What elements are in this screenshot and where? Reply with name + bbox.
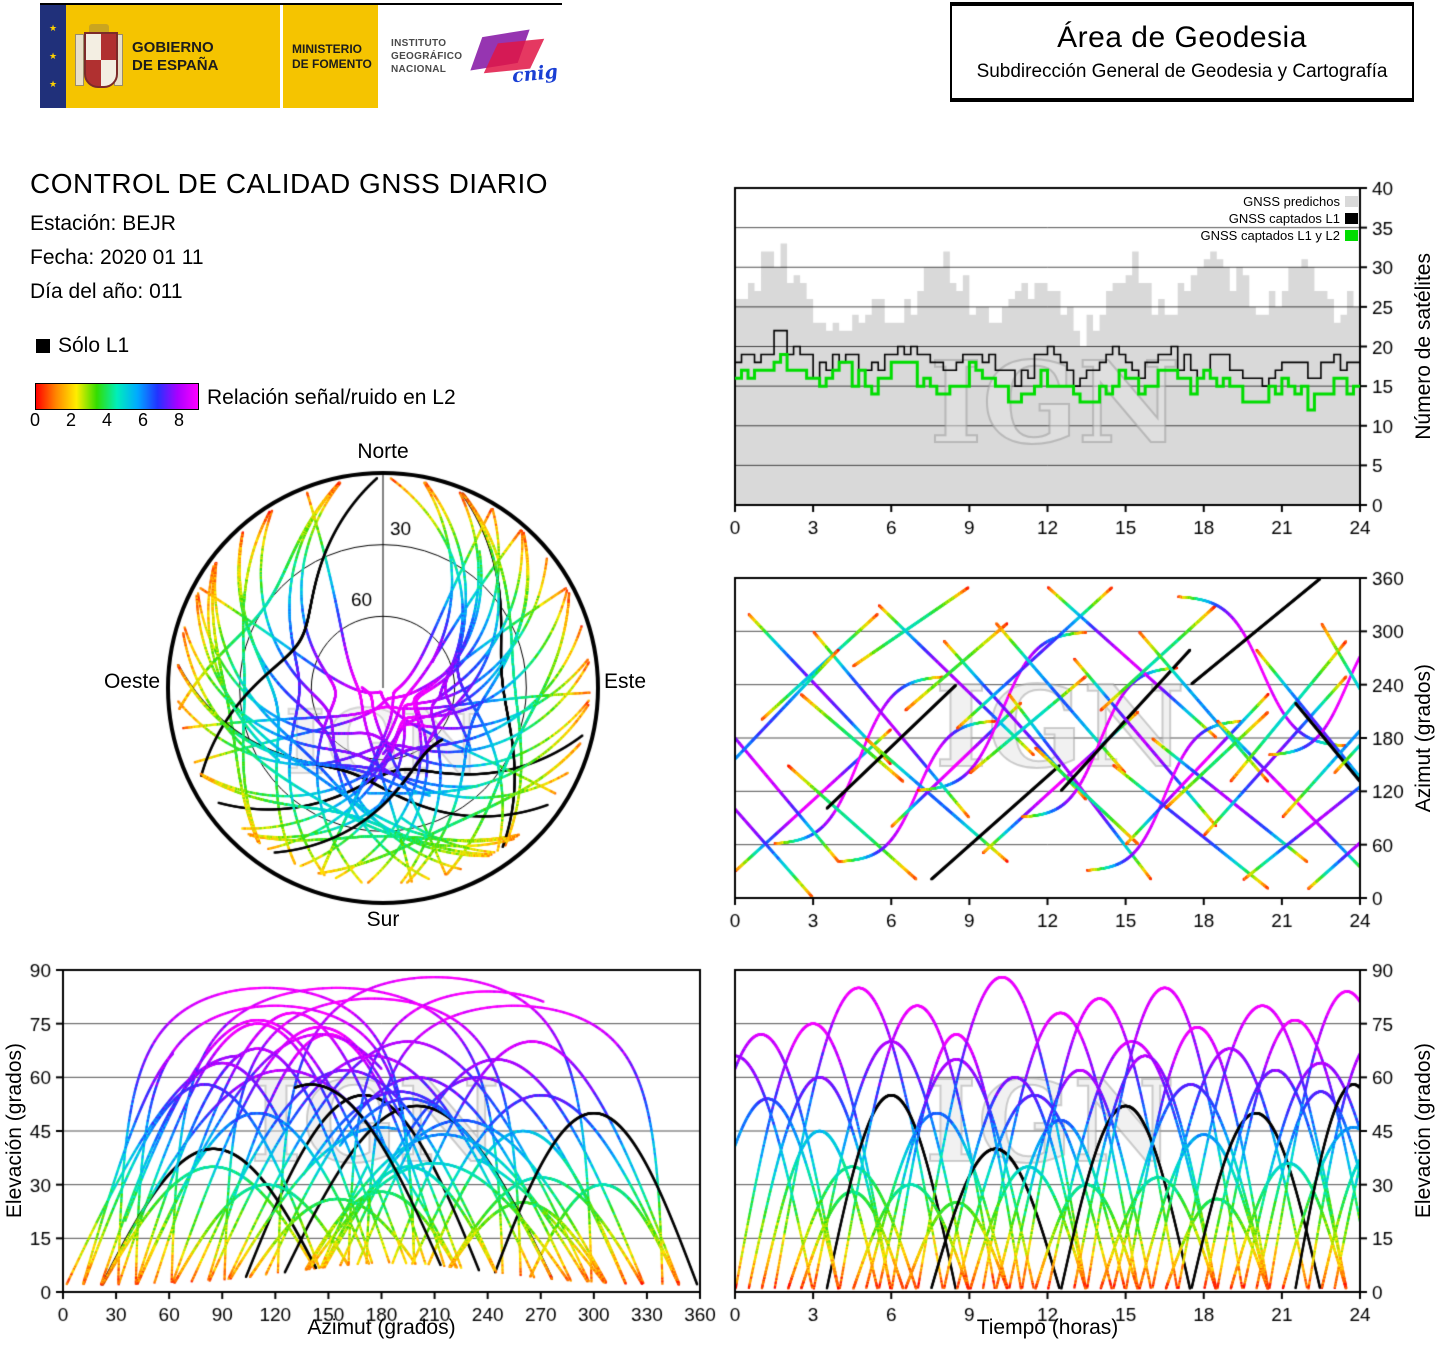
y-axis-title-satellite-count: Número de satélites xyxy=(1412,253,1435,440)
y-axis-title-azimuth: Azimut (grados) xyxy=(1412,663,1435,813)
colorbar-tick-label: 2 xyxy=(65,410,77,430)
azimuth-vs-time-chart xyxy=(720,565,1445,945)
star-icon: ★ xyxy=(48,78,58,89)
legend-swatch xyxy=(1345,196,1358,207)
legend-item: GNSS captados L1 y L2 xyxy=(1150,227,1358,244)
colorbar-tick-label: 6 xyxy=(137,410,149,430)
x-axis-title-tiempo: Tiempo (horas) xyxy=(976,1316,1119,1339)
date-label: Fecha: 2020 01 11 xyxy=(30,246,204,269)
colorbar-tick-label: 4 xyxy=(101,410,113,430)
elevation-vs-azimuth-chart xyxy=(0,957,720,1342)
l1-only-label: Sólo L1 xyxy=(58,334,130,357)
legend-swatch xyxy=(1345,230,1358,241)
cnig-logo: cnig xyxy=(470,25,559,89)
elevation-vs-time-chart xyxy=(720,957,1445,1342)
cardinal-north-label: Norte xyxy=(357,440,409,463)
snr-colorbar-label: Relación señal/ruido en L2 xyxy=(207,386,456,409)
cardinal-west-label: Oeste xyxy=(103,670,160,693)
ign-logo-block: INSTITUTO GEOGRÁFICO NACIONAL cnig xyxy=(381,5,562,108)
gobierno-espana-label: GOBIERNO DE ESPAÑA xyxy=(132,38,219,74)
area-subtitle: Subdirección General de Geodesia y Carto… xyxy=(976,61,1388,82)
area-geodesia-header: Área de Geodesia Subdirección General de… xyxy=(950,2,1414,102)
eu-stars-bar: ★ ★ ★ xyxy=(40,5,66,108)
cardinal-south-label: Sur xyxy=(366,908,400,931)
satellite-count-legend: GNSS predichos GNSS captados L1 GNSS capta… xyxy=(1150,193,1358,244)
gobierno-espana-logo: ★ ★ ★ GOBIERNO DE ESPAÑA xyxy=(40,5,280,108)
page-title: CONTROL DE CALIDAD GNSS DIARIO xyxy=(30,168,549,199)
colorbar-tick-label: 8 xyxy=(173,410,185,430)
ministerio-fomento-label: MINISTERIO DE FOMENTO xyxy=(283,5,378,108)
area-title: Área de Geodesia xyxy=(1057,21,1307,54)
legend-item: GNSS captados L1 xyxy=(1150,210,1358,227)
skyplot-chart xyxy=(130,440,640,940)
legend-swatch xyxy=(1345,213,1358,224)
snr-colorbar xyxy=(35,383,199,410)
y-axis-title-elevation-left: Elevación (grados) xyxy=(3,1043,26,1219)
y-axis-title-elevation-right: Elevación (grados) xyxy=(1412,1043,1435,1219)
day-of-year-label: Día del año: 011 xyxy=(30,280,183,303)
l1-only-swatch xyxy=(36,339,50,353)
satellite-count-chart xyxy=(720,175,1445,555)
government-logo-strip: ★ ★ ★ GOBIERNO DE ESPAÑA MINISTERIO DE F… xyxy=(40,3,562,108)
cardinal-east-label: Este xyxy=(604,670,647,693)
spain-coat-of-arms-icon xyxy=(66,5,132,108)
legend-item: GNSS predichos xyxy=(1150,193,1358,210)
station-label: Estación: BEJR xyxy=(30,212,176,235)
star-icon: ★ xyxy=(48,23,58,34)
star-icon: ★ xyxy=(48,50,58,61)
instituto-geografico-label: INSTITUTO GEOGRÁFICO NACIONAL xyxy=(391,38,463,75)
x-axis-title-azimut: Azimut (grados) xyxy=(307,1316,456,1339)
colorbar-tick-label: 0 xyxy=(29,410,41,430)
